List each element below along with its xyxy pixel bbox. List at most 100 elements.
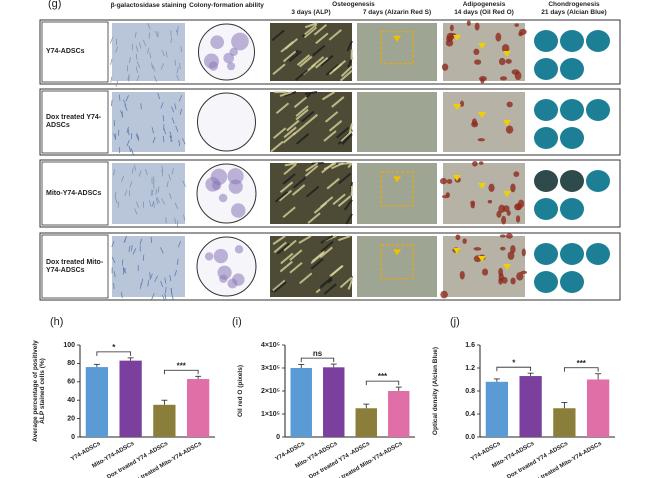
alp-texture (319, 276, 333, 289)
lipid-cell (511, 69, 520, 75)
group-header-box: Adipogenesis (463, 1, 506, 8)
lipid-cell (445, 39, 454, 47)
bar (553, 408, 576, 437)
alp-texture (295, 108, 309, 121)
y-axis-title-box: Average percentage of positively ALP sta… (32, 340, 46, 442)
column-header: 3 days (ALP) (291, 9, 331, 16)
cell-texture (138, 170, 142, 177)
colony (229, 47, 238, 57)
alp-texture (283, 91, 297, 97)
lipid-cell (501, 215, 507, 225)
column-header-box: 7 days (Alzarin Red S) (363, 9, 431, 16)
bar (153, 404, 176, 437)
alp-texture (319, 246, 333, 259)
cell-texture (152, 176, 155, 183)
pellet (560, 30, 584, 52)
lipid-cell (449, 24, 454, 32)
colony (208, 61, 219, 71)
cell-texture (118, 94, 121, 101)
row-frame (39, 232, 621, 301)
lipid-cell (481, 268, 489, 276)
column-header-box: 3 days (ALP) (291, 9, 331, 16)
cell-texture (147, 280, 150, 287)
cell-texture (114, 191, 117, 199)
cell-texture (151, 293, 155, 300)
lipid-cell (515, 215, 521, 223)
alp-texture (304, 113, 318, 126)
cell-texture (155, 198, 159, 205)
y-tick-label: 100 (63, 342, 75, 349)
cell-texture (142, 254, 145, 261)
alp-texture (323, 162, 337, 171)
cell-texture (174, 103, 177, 110)
cell-texture (151, 200, 155, 208)
colony (210, 35, 225, 50)
alp-texture (282, 50, 297, 63)
pellet (534, 99, 558, 121)
cell-texture (135, 134, 140, 142)
cell-texture (161, 198, 165, 205)
alp-texture (284, 162, 298, 167)
cell-texture (122, 99, 127, 106)
lipid-cell (510, 245, 516, 254)
pellet (560, 99, 584, 121)
significance-bracket (300, 357, 335, 363)
x-tick-label: Dox treated Y74 -ADSCs (106, 441, 170, 478)
arrowhead (453, 35, 461, 41)
lipid-cell (506, 210, 511, 216)
cell-texture (171, 168, 174, 175)
micrograph (112, 23, 185, 81)
y-tick-label: 40 (67, 397, 75, 404)
x-tick-label: Dox treated Y74 -ADSCs (506, 441, 570, 478)
cell-texture (151, 189, 153, 196)
y-axis-title-group: Optical density (Alcian Blue) (432, 347, 439, 435)
alp-texture (305, 165, 319, 177)
row-frame (39, 19, 621, 85)
cell-texture (126, 139, 130, 147)
alp-texture (347, 162, 353, 169)
cell-texture (111, 99, 113, 106)
cell-texture (135, 45, 139, 52)
cell-texture (174, 269, 178, 277)
cell-texture (132, 248, 137, 255)
cell-texture (127, 74, 130, 81)
cell-texture (161, 49, 165, 57)
pellet (534, 271, 558, 293)
alp-texture (328, 29, 342, 41)
alp-texture (272, 235, 286, 245)
arrowhead (393, 35, 401, 42)
cell-texture (166, 181, 169, 188)
significance-bracket (563, 367, 599, 372)
alp-texture (283, 126, 297, 139)
cell-texture (178, 95, 183, 102)
alp-texture (279, 181, 294, 193)
pellet (534, 127, 558, 149)
alp-texture (307, 212, 321, 224)
bar (186, 379, 210, 437)
alp-texture (292, 184, 306, 196)
pellet (586, 99, 610, 121)
cell-texture (162, 115, 165, 122)
cell-texture (139, 238, 142, 245)
column-header-box: 21 days (Alcian Blue) (541, 9, 606, 16)
alp-texture (323, 130, 337, 142)
cell-texture (165, 51, 168, 58)
lipid-cell (498, 57, 506, 66)
alp-texture (304, 22, 318, 29)
lipid-cell (496, 210, 502, 218)
lipid-cell (513, 171, 520, 177)
lipid-cell (499, 234, 506, 238)
pellet (534, 58, 558, 80)
alp-texture (279, 91, 293, 97)
cell-texture (160, 63, 165, 70)
row-label-frame (41, 234, 109, 299)
pellet (560, 170, 584, 192)
alp-texture (321, 91, 336, 101)
alp-texture (276, 242, 291, 255)
alp-texture (331, 96, 345, 108)
alp-texture (339, 276, 353, 289)
cell-texture (161, 170, 164, 177)
lipid-cell (439, 177, 447, 185)
cell-texture (178, 62, 181, 69)
cell-texture (154, 30, 159, 38)
